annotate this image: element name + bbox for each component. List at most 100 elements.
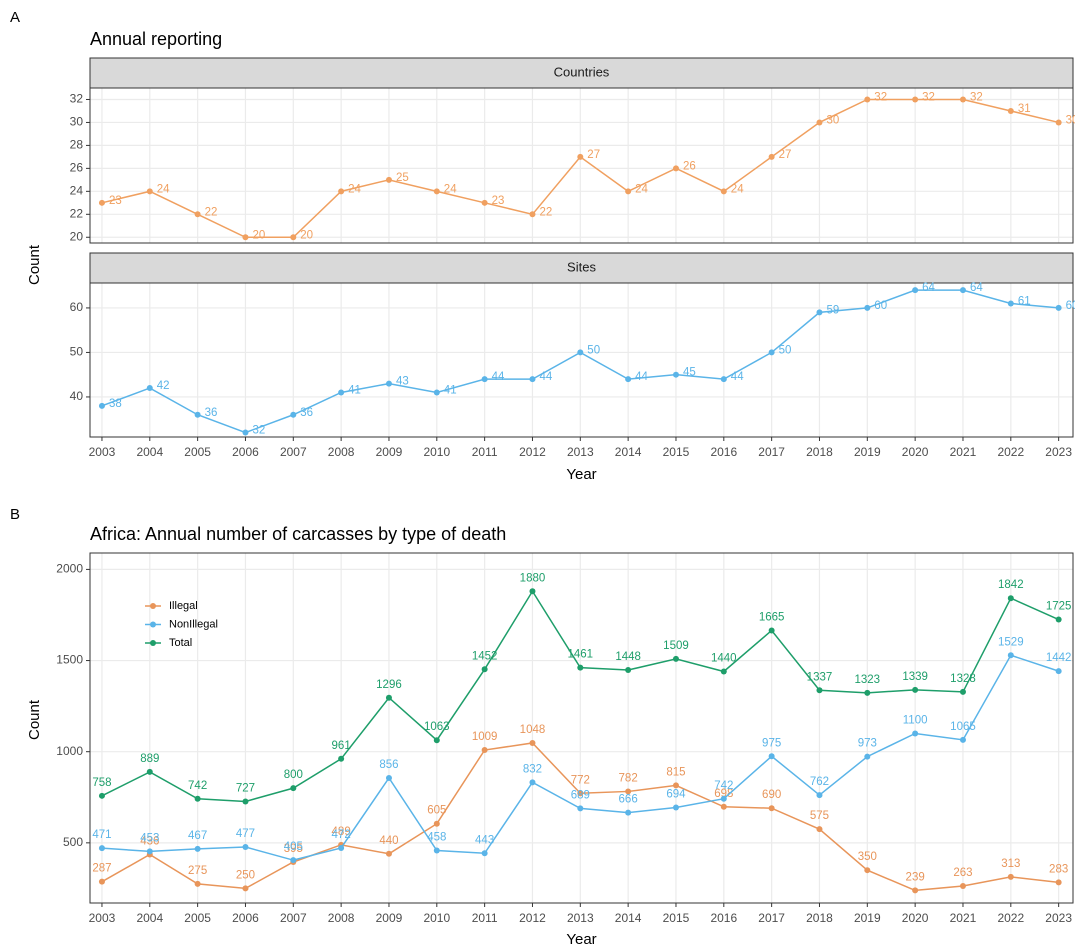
x-tick-label: 2014 [615,445,642,459]
x-tick-label: 2021 [950,445,977,459]
data-point [290,411,297,418]
data-point [864,689,871,696]
data-label: 889 [140,753,159,765]
data-label: 471 [92,829,111,841]
plot-panel [90,88,1073,243]
data-label: 60 [874,300,887,312]
data-point [672,782,679,789]
data-label: 31 [1018,103,1031,115]
y-tick-label: 2000 [56,562,83,576]
x-tick-label: 2020 [902,445,929,459]
data-label: 239 [906,871,925,883]
data-label: 440 [379,835,398,847]
x-tick-label: 2006 [232,911,259,925]
data-label: 44 [731,371,744,383]
data-label: 32 [252,425,265,437]
data-label: 1529 [998,636,1024,648]
chart-title: Annual reporting [90,29,222,49]
data-label: 690 [762,789,781,801]
data-point [290,857,297,864]
data-label: 1337 [807,671,833,683]
facet-label: Countries [554,64,610,79]
x-tick-label: 2003 [89,911,116,925]
x-tick-label: 2021 [950,911,977,925]
data-point [625,809,632,816]
data-point [959,688,966,695]
data-label: 1296 [376,679,402,691]
data-point [959,96,966,103]
data-point [577,790,584,797]
data-label: 1063 [424,721,450,733]
data-label: 1448 [615,651,641,663]
facet-strip [89,57,1074,89]
data-point [625,788,632,795]
data-label: 1442 [1046,652,1072,664]
data-point [864,753,871,760]
data-label: 443 [475,834,494,846]
data-label: 43 [396,376,409,388]
data-label: 36 [205,407,218,419]
data-label: 1461 [568,649,594,661]
data-label: 698 [714,788,733,800]
x-axis-label: Year [566,931,596,948]
data-label: 1665 [759,612,785,624]
data-label: 263 [953,867,972,879]
data-point [481,376,488,383]
data-label: 467 [188,830,207,842]
legend-marker [150,621,156,628]
data-label: 23 [492,195,505,207]
data-point [577,805,584,812]
y-tick-label: 20 [70,229,84,243]
data-label: 477 [236,828,255,840]
data-point [912,287,919,294]
data-point [529,739,536,746]
x-tick-label: 2022 [997,911,1024,925]
data-point [1007,300,1014,307]
panel-border [89,282,1074,438]
data-label: 815 [666,766,685,778]
data-point [577,153,584,160]
data-label: 800 [284,769,303,781]
data-point [864,867,871,874]
data-label: 30 [826,114,839,126]
y-tick-label: 40 [70,389,84,403]
x-tick-label: 2022 [997,445,1024,459]
data-point [98,402,105,409]
x-tick-label: 2006 [232,445,259,459]
data-label: 694 [666,789,686,801]
y-tick-label: 500 [63,835,83,849]
data-label: 44 [635,371,648,383]
x-tick-label: 2013 [567,445,594,459]
data-point [433,847,440,854]
data-label: 689 [571,789,590,801]
x-tick-label: 2016 [710,911,737,925]
x-tick-label: 2008 [328,445,355,459]
data-label: 1339 [902,671,928,683]
data-point [768,153,775,160]
y-axis-label: Count [26,244,43,285]
x-tick-label: 2019 [854,911,881,925]
data-label: 24 [444,183,457,195]
data-point [98,792,105,799]
data-point [529,211,536,218]
panel-label: B [10,506,20,523]
data-point [385,694,392,701]
data-label: 23 [109,195,122,207]
data-point [816,792,823,799]
y-tick-label: 50 [70,345,84,359]
data-point [720,803,727,810]
data-label: 1048 [520,724,546,736]
x-tick-label: 2008 [328,911,355,925]
data-point [1055,304,1062,311]
data-label: 758 [92,777,111,789]
data-point [433,737,440,744]
data-point [146,385,153,392]
data-point [194,795,201,802]
data-point [912,730,919,737]
y-tick-label: 24 [70,184,84,198]
data-label: 973 [858,738,877,750]
data-point [98,845,105,852]
data-point [577,664,584,671]
y-tick-label: 32 [70,92,84,106]
x-tick-label: 2005 [184,911,211,925]
